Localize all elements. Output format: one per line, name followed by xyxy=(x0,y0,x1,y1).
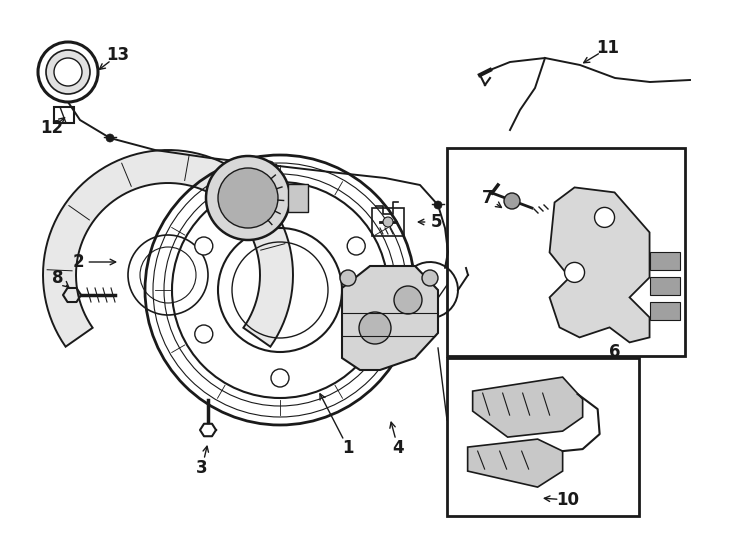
Polygon shape xyxy=(473,377,583,437)
Circle shape xyxy=(340,270,356,286)
Bar xyxy=(650,252,680,271)
Circle shape xyxy=(383,217,393,227)
Bar xyxy=(447,358,639,516)
Circle shape xyxy=(434,201,442,209)
Circle shape xyxy=(271,369,289,387)
Bar xyxy=(372,208,404,236)
Text: 10: 10 xyxy=(556,491,580,509)
Circle shape xyxy=(218,168,278,228)
Circle shape xyxy=(595,207,614,227)
Circle shape xyxy=(359,312,391,344)
Text: 5: 5 xyxy=(430,213,442,231)
Polygon shape xyxy=(342,266,438,370)
Circle shape xyxy=(422,270,438,286)
Text: 9: 9 xyxy=(292,189,304,207)
Circle shape xyxy=(271,193,289,211)
Bar xyxy=(447,148,685,356)
Text: 1: 1 xyxy=(342,439,354,457)
Circle shape xyxy=(504,193,520,209)
Text: 8: 8 xyxy=(52,269,64,287)
Circle shape xyxy=(106,134,114,142)
Polygon shape xyxy=(468,439,563,487)
Bar xyxy=(650,302,680,320)
Circle shape xyxy=(347,325,366,343)
Text: 7: 7 xyxy=(482,189,494,207)
Circle shape xyxy=(54,58,82,86)
Polygon shape xyxy=(43,150,293,347)
Text: 12: 12 xyxy=(40,119,64,137)
Circle shape xyxy=(46,50,90,94)
Circle shape xyxy=(195,325,213,343)
Text: 11: 11 xyxy=(597,39,619,57)
Circle shape xyxy=(195,237,213,255)
Text: 3: 3 xyxy=(196,459,208,477)
Circle shape xyxy=(564,262,584,282)
Circle shape xyxy=(347,237,366,255)
Text: 4: 4 xyxy=(392,439,404,457)
Text: 6: 6 xyxy=(609,343,621,361)
Text: 13: 13 xyxy=(106,46,130,64)
Polygon shape xyxy=(550,187,650,342)
Text: 2: 2 xyxy=(72,253,84,271)
Circle shape xyxy=(394,286,422,314)
Circle shape xyxy=(266,161,274,169)
Circle shape xyxy=(206,156,290,240)
Bar xyxy=(288,184,308,212)
Bar xyxy=(650,278,680,295)
